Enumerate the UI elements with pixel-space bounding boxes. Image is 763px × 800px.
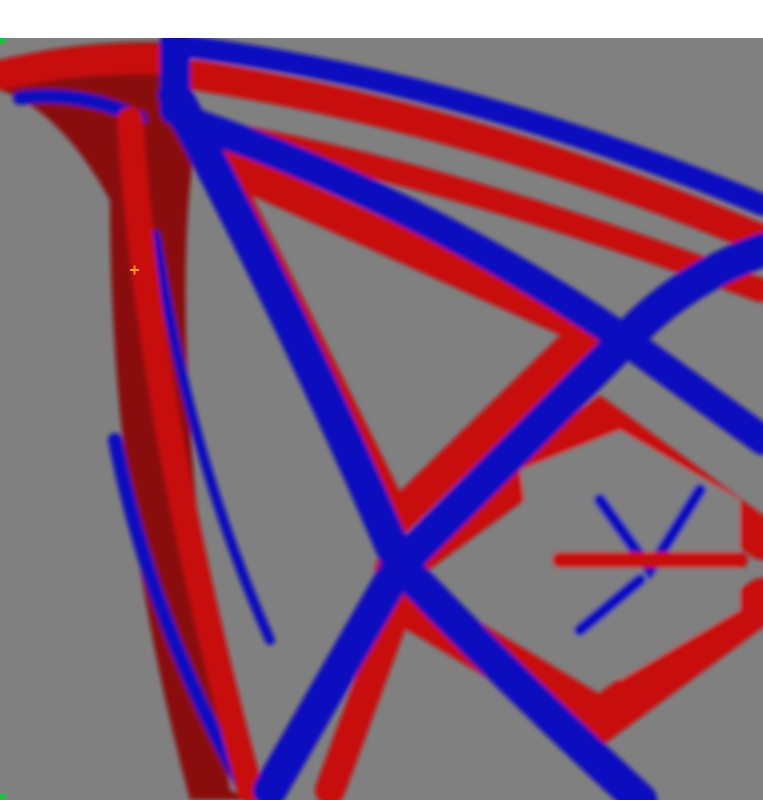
corner-marker (0, 38, 6, 44)
outer-red-region (0, 41, 250, 800)
cursor-crosshair (130, 265, 139, 275)
top-blue-band (164, 38, 763, 216)
top-bar (0, 0, 763, 38)
red-lower-left (315, 585, 415, 800)
top-red-arc (180, 60, 763, 255)
blue-cell-fleck-2 (574, 574, 646, 636)
outer-red-arc (117, 107, 263, 800)
outer-blue-arc (108, 433, 252, 797)
field-structures (0, 38, 763, 800)
blue-upper-line (170, 105, 763, 455)
gray-hole (290, 225, 520, 455)
inner-blue-arc (150, 230, 275, 645)
blue-diagonal-1 (158, 78, 657, 800)
top-red-band (0, 44, 185, 90)
blue-cell-fleck (594, 484, 706, 581)
corner-marker (0, 794, 6, 800)
